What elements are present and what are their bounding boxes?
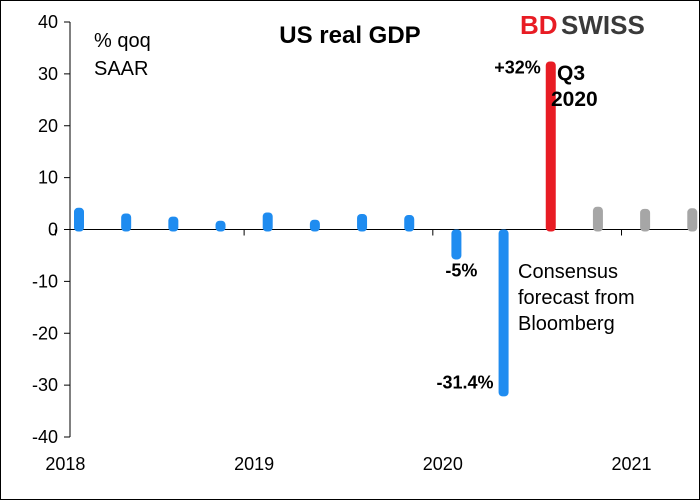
bar-2020Q2: [498, 229, 509, 397]
y-tick-label: 10: [38, 168, 58, 188]
x-tick-label: 2018: [45, 454, 85, 474]
bars: [74, 61, 698, 397]
brand-logo: BD SWISS: [520, 10, 645, 40]
bar-2020Q1: [451, 229, 462, 260]
x-tick-label: 2019: [234, 454, 274, 474]
highlight-label-line2: 2020: [551, 88, 598, 111]
bar-2018Q1: [74, 207, 84, 232]
axes: 40 30 20 10 0 -10 -20 -30 -40 2018 2019 2020 2021: [32, 12, 688, 474]
bar-2020Q4: [592, 206, 603, 232]
bar-2019Q4: [404, 215, 415, 232]
brand-logo-bd: BD: [520, 10, 558, 40]
bar-2018Q2: [121, 213, 132, 232]
bar-2019Q3: [357, 214, 368, 232]
chart-title: US real GDP: [279, 22, 420, 49]
annotation-line-1: Consensus: [518, 261, 618, 283]
bar-2019Q2: [309, 219, 320, 232]
unit-label-line2: SAAR: [94, 58, 148, 80]
y-tick-label: -40: [32, 427, 58, 447]
data-label-2020Q3: +32%: [494, 58, 541, 78]
annotation-line-2: forecast from: [518, 287, 635, 309]
data-label-2020Q2: -31.4%: [437, 372, 494, 392]
bar-2020Q3: [545, 61, 556, 232]
bar-2019Q1: [262, 212, 273, 232]
highlight-label-line1: Q3: [557, 62, 585, 85]
y-tick-label: 40: [38, 12, 58, 32]
x-tick-label: 2021: [611, 454, 651, 474]
y-tick-label: -20: [32, 323, 58, 343]
y-tick-label: -30: [32, 375, 58, 395]
bar-2021Q1: [640, 208, 651, 232]
y-tick-label: 0: [48, 220, 58, 240]
bar-2018Q4: [215, 220, 226, 232]
y-tick-label: -10: [32, 271, 58, 291]
x-tick-label: 2020: [423, 454, 463, 474]
y-tick-label: 30: [38, 64, 58, 84]
unit-label-line1: % qoq: [94, 30, 151, 52]
bar-2018Q3: [168, 216, 179, 232]
y-tick-label: 20: [38, 116, 58, 136]
data-label-2020Q1: -5%: [445, 260, 477, 280]
brand-logo-swiss: SWISS: [561, 10, 645, 40]
annotation-line-3: Bloomberg: [518, 313, 615, 335]
data-labels: -5% -31.4% +32%: [437, 58, 541, 393]
bar-2021Q2: [687, 208, 698, 232]
